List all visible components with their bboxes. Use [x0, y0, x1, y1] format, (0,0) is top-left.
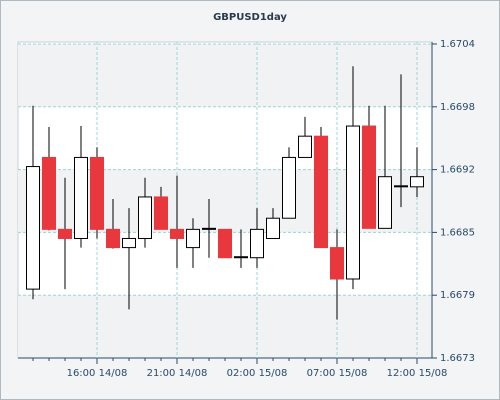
candle-body — [186, 228, 200, 249]
candle-body — [42, 156, 56, 230]
candle-body — [250, 228, 264, 259]
x-tick-label: 02:00 15/08 — [227, 368, 288, 379]
x-tick-label: 16:00 14/08 — [67, 368, 128, 379]
x-tick-label: 07:00 15/08 — [307, 368, 368, 379]
chart-title: GBPUSD1day — [213, 12, 287, 23]
y-tick-label: 1.6698 — [440, 102, 475, 113]
y-tick-label: 1.6685 — [440, 227, 475, 238]
y-tick-label: 1.6679 — [440, 290, 475, 301]
candle-body — [90, 156, 104, 230]
candle-body — [234, 256, 248, 259]
candle-body — [154, 196, 168, 230]
y-tick-label: 1.6673 — [440, 353, 475, 364]
candle-body — [202, 227, 216, 230]
candle-body — [266, 217, 280, 239]
candle-body — [362, 125, 376, 229]
candle-body — [410, 176, 424, 188]
candle-body — [314, 135, 328, 249]
candle-body — [122, 237, 136, 249]
candle-body — [378, 176, 392, 229]
candle-body — [346, 125, 360, 280]
candle-body — [74, 156, 88, 239]
grid-band — [18, 44, 432, 107]
grid-band — [18, 295, 432, 358]
y-tick-label: 1.6704 — [440, 39, 475, 50]
x-tick-label: 12:00 15/08 — [387, 368, 448, 379]
candle-body — [106, 228, 120, 249]
candle-body — [394, 185, 408, 188]
candle-body — [298, 135, 312, 158]
candle-body — [58, 228, 72, 239]
candle-body — [26, 166, 40, 290]
candle-body — [218, 228, 232, 259]
candle-body — [170, 228, 184, 239]
y-tick-label: 1.6692 — [440, 165, 475, 176]
candle-body — [330, 247, 344, 280]
candle-body — [138, 196, 152, 239]
x-tick-label: 21:00 14/08 — [147, 368, 208, 379]
candle-body — [282, 156, 296, 219]
